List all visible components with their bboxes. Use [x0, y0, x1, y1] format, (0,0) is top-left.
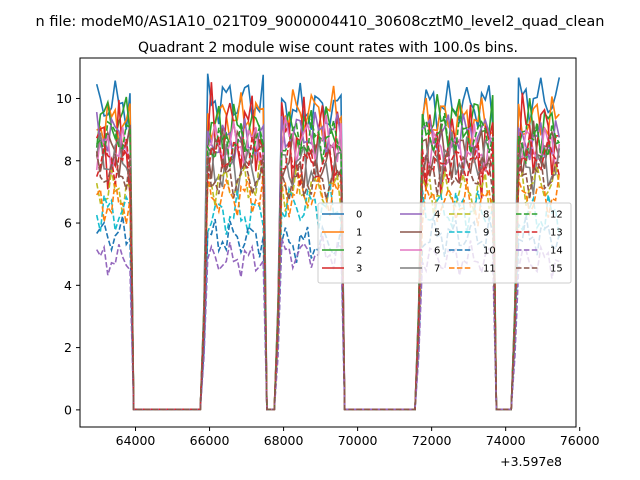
legend-label-13: 13: [550, 228, 563, 239]
series-line-15: [95, 149, 560, 411]
x-tick-label: 66000: [190, 433, 230, 448]
x-offset-label: +3.597e8: [500, 454, 562, 469]
x-tick-label: 74000: [486, 433, 526, 448]
legend-label-5: 5: [434, 228, 440, 239]
legend-label-12: 12: [550, 210, 563, 221]
legend-label-15: 15: [550, 264, 563, 275]
figure-suptitle: n file: modeM0/AS1A10_021T09_9000004410_…: [36, 14, 605, 30]
x-tick-label: 64000: [116, 433, 156, 448]
series-line-8: [95, 161, 561, 411]
legend-label-9: 9: [483, 228, 489, 239]
y-tick-label: 0: [64, 402, 72, 417]
legend-label-14: 14: [550, 246, 563, 257]
chart-title: Quadrant 2 module wise count rates with …: [138, 40, 518, 56]
x-tick-label: 68000: [264, 433, 304, 448]
legend-label-1: 1: [356, 228, 362, 239]
y-tick-label: 8: [64, 153, 72, 168]
x-axis: 64000 66000 68000 70000 72000 74000 76000: [116, 427, 600, 448]
plot-frame: [79, 57, 577, 428]
y-tick-label: 6: [64, 216, 72, 231]
legend-label-10: 10: [483, 246, 496, 257]
y-tick-label: 4: [64, 278, 72, 293]
x-tick-label: 70000: [338, 433, 378, 448]
legend-label-7: 7: [434, 264, 440, 275]
y-tick-label: 2: [64, 340, 72, 355]
legend-label-0: 0: [356, 210, 362, 221]
legend-label-2: 2: [356, 246, 362, 257]
legend-label-3: 3: [356, 264, 362, 275]
legend-label-8: 8: [483, 210, 489, 221]
legend-label-11: 11: [483, 264, 496, 275]
y-axis: 0 2 4 6 8 10: [56, 91, 80, 417]
legend-frame: [317, 202, 572, 284]
x-tick-label: 76000: [560, 433, 600, 448]
y-tick-label: 10: [56, 91, 72, 106]
legend-label-6: 6: [434, 246, 440, 257]
legend-label-4: 4: [434, 210, 440, 221]
x-tick-label: 72000: [412, 433, 452, 448]
